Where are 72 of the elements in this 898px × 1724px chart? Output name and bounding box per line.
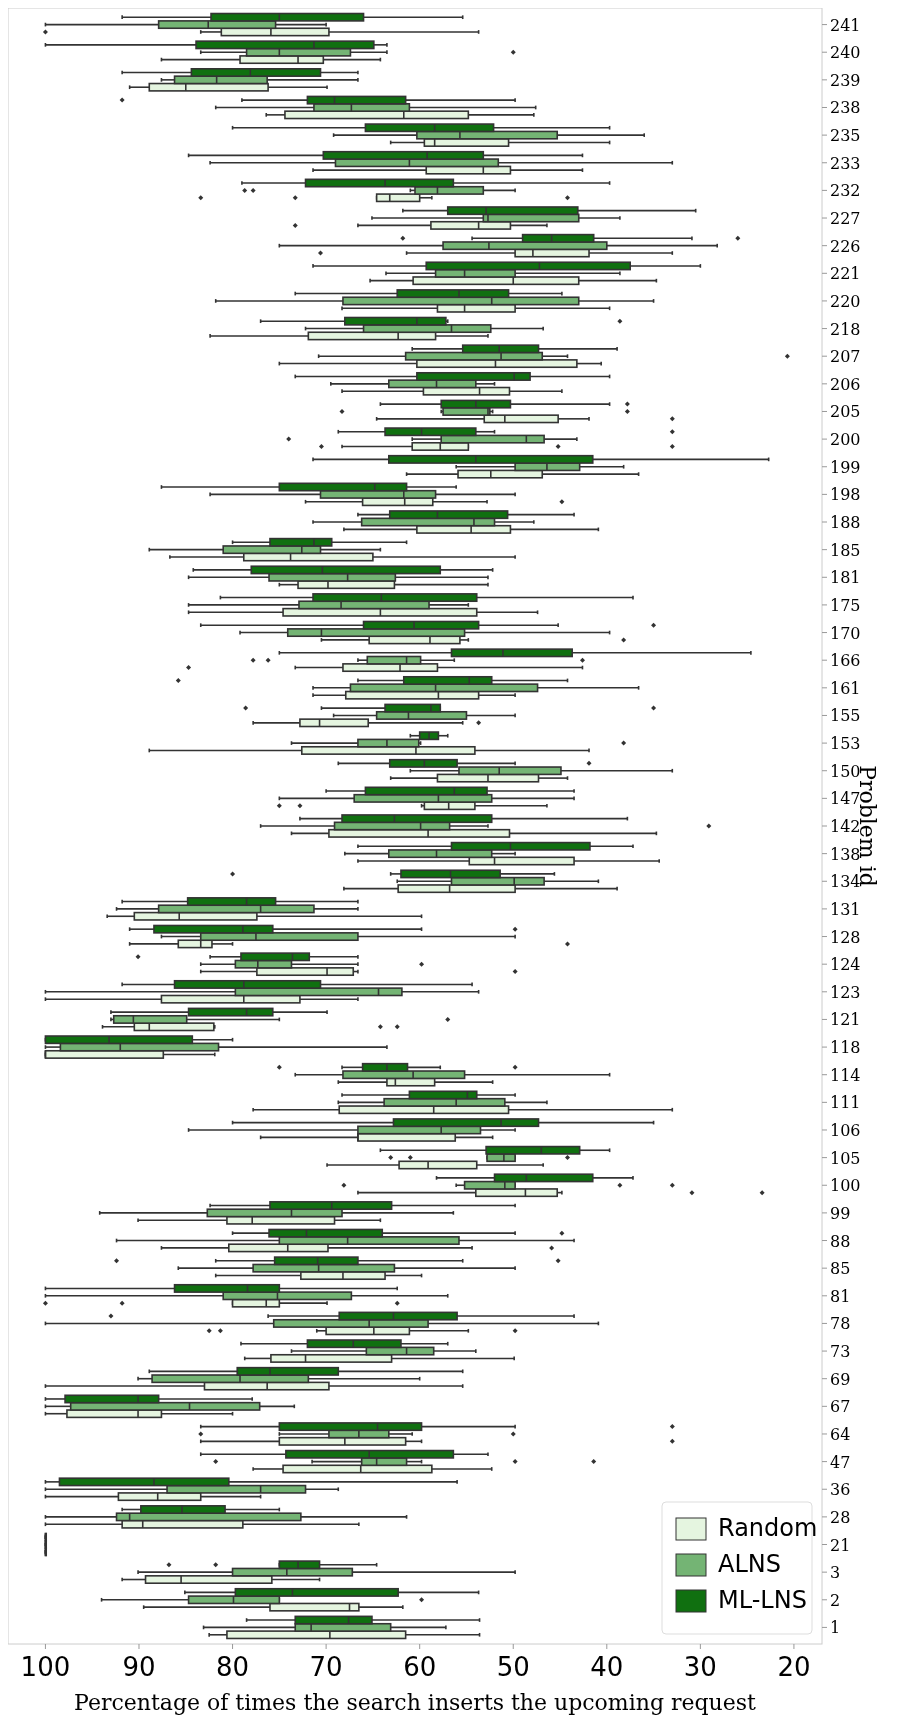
y-tick-label: 221: [830, 264, 861, 284]
y-tick-label: 105: [830, 1148, 861, 1168]
y-tick-label: 150: [830, 761, 861, 781]
x-tick-label: 30: [683, 1652, 717, 1682]
y-tick-label: 240: [830, 43, 861, 63]
y-tick-label: 147: [830, 789, 861, 809]
y-tick-label: 188: [830, 513, 861, 533]
x-tick-label: 50: [496, 1652, 530, 1682]
y-tick-label: 220: [830, 291, 861, 311]
y-tick-label: 198: [830, 485, 861, 505]
y-tick-label: 128: [830, 927, 861, 947]
y-tick-label: 239: [830, 70, 861, 90]
y-tick-label: 111: [830, 1093, 861, 1113]
y-tick-label: 3: [830, 1563, 841, 1583]
x-tick-label: 20: [777, 1652, 811, 1682]
y-tick-label: 185: [830, 540, 861, 560]
y-tick-label: 226: [830, 236, 861, 256]
y-tick-label: 81: [830, 1286, 851, 1306]
y-tick-label: 47: [830, 1452, 851, 1472]
y-tick-label: 161: [830, 678, 861, 698]
x-tick-label: 70: [309, 1652, 343, 1682]
y-tick-label: 78: [830, 1314, 851, 1334]
y-tick-label: 170: [830, 623, 861, 643]
legend-label: Random: [718, 1514, 818, 1542]
y-tick-label: 36: [830, 1480, 851, 1500]
y-tick-label: 153: [830, 734, 861, 754]
y-tick-label: 206: [830, 374, 861, 394]
x-axis-title: Percentage of times the search inserts the upcoming request: [74, 1690, 757, 1715]
y-tick-label: 21: [830, 1535, 851, 1555]
y-tick-label: 85: [830, 1259, 851, 1279]
y-tick-label: 100: [830, 1176, 861, 1196]
x-tick-label: 80: [216, 1652, 250, 1682]
x-tick-label: 60: [403, 1652, 437, 1682]
y-tick-label: 155: [830, 706, 861, 726]
y-tick-label: 232: [830, 181, 861, 201]
y-tick-label: 200: [830, 430, 861, 450]
y-tick-label: 131: [830, 899, 861, 919]
y-tick-label: 207: [830, 347, 861, 367]
y-tick-label: 67: [830, 1397, 851, 1417]
y-tick-label: 142: [830, 817, 861, 836]
y-tick-label: 181: [830, 568, 861, 588]
x-tick-label: 90: [122, 1652, 156, 1682]
y-tick-label: 227: [830, 209, 861, 229]
y-tick-label: 69: [830, 1369, 851, 1389]
y-tick-label: 88: [830, 1231, 851, 1251]
y-tick-label: 106: [830, 1120, 861, 1140]
y-tick-label: 2: [830, 1590, 841, 1610]
y-tick-label: 205: [830, 402, 861, 422]
y-tick-label: 166: [830, 651, 861, 671]
y-tick-label: 1: [830, 1618, 841, 1638]
y-tick-label: 64: [830, 1424, 851, 1444]
y-tick-label: 99: [830, 1203, 851, 1223]
y-tick-label: 121: [830, 1010, 861, 1030]
y-tick-label: 123: [830, 982, 861, 1002]
y-tick-label: 114: [830, 1065, 861, 1085]
x-tick-label: 100: [20, 1652, 71, 1682]
y-tick-label: 233: [830, 153, 861, 173]
y-tick-label: 235: [830, 126, 861, 146]
y-tick-label: 138: [830, 844, 861, 864]
x-tick-label: 40: [590, 1652, 624, 1682]
y-tick-label: 241: [830, 15, 861, 35]
y-tick-label: 238: [830, 98, 861, 118]
legend-label: ML-LNS: [718, 1586, 807, 1614]
y-tick-label: 28: [830, 1507, 851, 1527]
y-tick-label: 118: [830, 1038, 861, 1058]
y-tick-label: 218: [830, 319, 861, 339]
y-tick-label: 199: [830, 457, 861, 477]
y-tick-label: 73: [830, 1342, 851, 1362]
legend-label: ALNS: [718, 1550, 781, 1578]
y-tick-label: 134: [830, 872, 861, 892]
y-tick-label: 124: [830, 955, 861, 975]
y-tick-label: 175: [830, 595, 861, 615]
